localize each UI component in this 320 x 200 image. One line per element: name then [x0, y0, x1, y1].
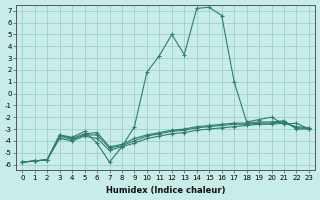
- X-axis label: Humidex (Indice chaleur): Humidex (Indice chaleur): [106, 186, 225, 195]
